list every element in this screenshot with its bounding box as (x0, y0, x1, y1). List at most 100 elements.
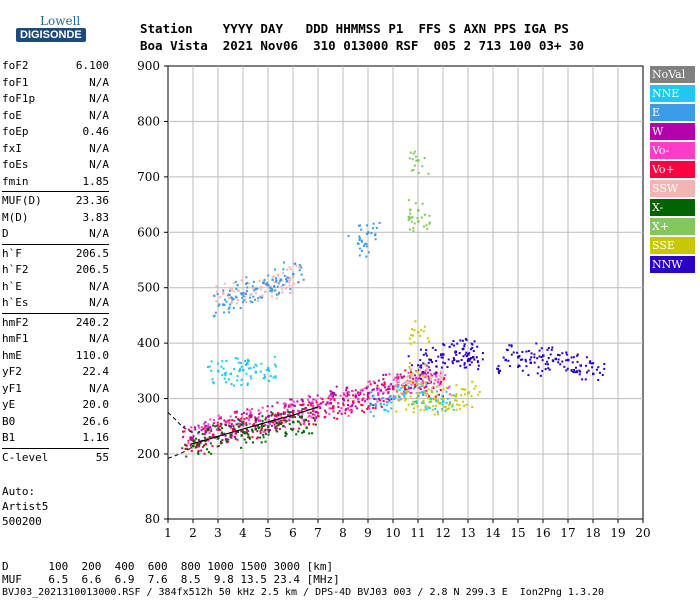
data-point-vo (376, 400, 379, 403)
data-point-vo (189, 444, 192, 447)
data-point-vo (392, 395, 395, 398)
data-point-ssw (249, 294, 252, 297)
data-point-vo (448, 385, 451, 388)
data-point-nne (239, 361, 242, 364)
data-point-sse (446, 408, 449, 411)
param-value: 23.36 (75, 194, 109, 207)
data-point-vo (437, 378, 440, 381)
data-point-x (225, 439, 228, 442)
y-tick-label: 200 (137, 447, 160, 461)
data-point-vo (272, 420, 275, 424)
data-point-nne (273, 363, 276, 366)
legend-item-x: X- (650, 199, 695, 216)
data-point-vo (238, 425, 241, 428)
data-point-nne (269, 375, 272, 378)
data-point-nne (217, 369, 220, 373)
data-point-w (390, 398, 393, 401)
data-point-ssw (231, 287, 234, 290)
data-point-e (273, 285, 276, 288)
data-point-sse (405, 390, 408, 393)
data-point-e (358, 235, 361, 238)
x-tick-label: 13 (460, 526, 475, 540)
data-point-nne (374, 402, 377, 405)
data-point-nne (238, 370, 241, 373)
data-point-x (252, 441, 255, 444)
data-point-nnw (498, 372, 501, 375)
data-point-nnw (565, 359, 568, 362)
data-point-nne (224, 374, 227, 377)
data-point-nne (390, 401, 393, 404)
data-point-sse (417, 369, 420, 373)
data-point-nne (400, 387, 403, 390)
data-point-sse (454, 394, 457, 398)
param-row: foF1 N/A (2, 75, 109, 92)
data-point-e (273, 268, 276, 271)
data-point-w (233, 419, 236, 422)
data-point-nne (211, 378, 214, 381)
data-point-sse (405, 408, 408, 411)
data-point-w (204, 430, 207, 434)
data-point-x (237, 425, 240, 428)
data-point-vo (312, 404, 315, 407)
data-point-nnw (498, 369, 501, 372)
data-point-e (230, 297, 233, 300)
data-point-x (311, 432, 314, 435)
data-point-w (279, 413, 282, 416)
data-point-vo (337, 402, 340, 405)
data-point-nne (247, 367, 250, 370)
data-point-vo (197, 431, 200, 435)
data-point-w (246, 408, 249, 411)
data-point-vo (360, 403, 363, 406)
data-point-vo (278, 427, 281, 430)
data-point-nne (392, 397, 395, 401)
data-point-w (427, 366, 430, 369)
data-point-x (220, 423, 223, 426)
data-point-sse (432, 405, 435, 408)
data-point-x (264, 433, 267, 436)
data-point-nnw (533, 353, 536, 356)
data-point-sse (455, 384, 458, 387)
data-point-vo (383, 383, 386, 386)
data-point-sse (409, 369, 412, 372)
data-point-w (358, 394, 361, 397)
data-point-e (243, 299, 246, 302)
legend-item-x: X+ (650, 218, 695, 235)
data-point-nnw (575, 366, 578, 369)
data-point-nnw (579, 370, 582, 373)
data-point-e (228, 293, 231, 296)
data-point-nne (233, 367, 236, 370)
data-point-nne (247, 359, 250, 362)
data-point-x (262, 436, 265, 439)
data-point-sse (410, 380, 413, 383)
data-point-w (193, 426, 196, 429)
data-point-w (289, 398, 292, 401)
data-point-ssw (230, 302, 233, 305)
data-point-w (384, 373, 387, 376)
data-point-vo (396, 377, 399, 380)
data-point-x (411, 216, 414, 219)
data-point-w (382, 373, 385, 376)
data-point-e (245, 283, 248, 286)
data-point-vo (259, 432, 262, 435)
data-point-vo (410, 371, 413, 374)
data-point-w (333, 392, 336, 395)
data-point-vo (288, 418, 291, 421)
lowell-digisonde-logo: Lowell DIGISONDE (4, 6, 114, 46)
data-point-ssw (288, 291, 291, 294)
data-point-x (412, 227, 415, 230)
data-point-sse (422, 401, 425, 404)
data-point-nne (263, 373, 266, 376)
param-value: N/A (89, 108, 109, 122)
data-point-ssw (236, 302, 239, 305)
data-point-w (250, 415, 253, 418)
data-point-vo (361, 409, 364, 412)
data-point-e (256, 287, 259, 290)
data-point-x (309, 411, 312, 414)
data-point-x (420, 216, 423, 219)
data-point-w (242, 411, 245, 414)
data-point-vo (276, 427, 279, 430)
data-point-w (395, 376, 398, 379)
data-point-w (182, 430, 185, 433)
data-point-nne (222, 367, 225, 370)
data-point-nne (210, 369, 213, 372)
